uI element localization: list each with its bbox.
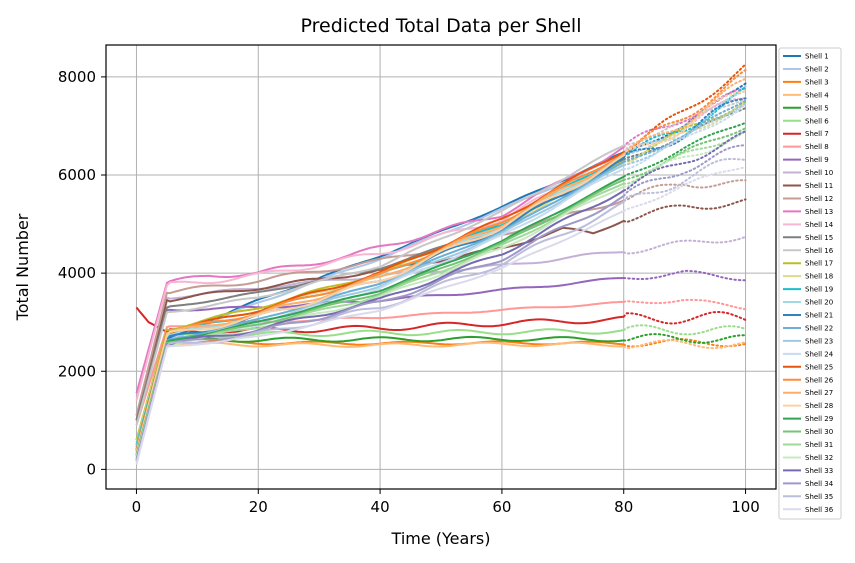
- series-line-predicted: [622, 97, 747, 159]
- series-line-predicted: [622, 90, 747, 157]
- series-line-observed: [135, 189, 625, 460]
- legend-label: Shell 16: [805, 247, 834, 255]
- series-line-observed: [135, 210, 625, 465]
- series-line-predicted: [622, 103, 747, 171]
- series-line-predicted: [622, 144, 747, 197]
- grid: [106, 45, 776, 489]
- legend-label: Shell 8: [805, 143, 829, 151]
- x-tick-label: 20: [249, 498, 268, 516]
- legend-label: Shell 6: [805, 117, 829, 125]
- x-tick-label: 0: [132, 498, 142, 516]
- series-line-predicted: [622, 68, 747, 155]
- legend-label: Shell 20: [805, 299, 833, 307]
- y-tick-label: 4000: [58, 264, 96, 282]
- legend-label: Shell 13: [805, 208, 833, 216]
- series-line-predicted: [622, 166, 747, 213]
- series-line-predicted: [622, 63, 747, 154]
- legend: Shell 1 Shell 2 Shell 3 Shell 4 Shell 5 Shell…: [778, 47, 842, 520]
- series-line-predicted: [622, 333, 747, 344]
- x-tick-label: 60: [492, 498, 511, 516]
- legend-label: Shell 12: [805, 195, 833, 203]
- legend-label: Shell 9: [805, 156, 829, 164]
- legend-label: Shell 3: [805, 78, 829, 86]
- chart-title: Predicted Total Data per Shell: [300, 15, 581, 37]
- y-axis: 0 2000 4000 6000 8000: [58, 68, 106, 478]
- legend-label: Shell 17: [805, 260, 833, 268]
- legend-label: Shell 30: [805, 428, 833, 436]
- legend-label: Shell 34: [805, 480, 834, 488]
- series-line-predicted: [622, 158, 747, 203]
- legend-label: Shell 26: [805, 376, 834, 384]
- legend-label: Shell 18: [805, 273, 833, 281]
- legend-label: Shell 32: [805, 454, 833, 462]
- series-line-observed: [135, 199, 625, 416]
- legend-label: Shell 23: [805, 337, 833, 345]
- legend-label: Shell 21: [805, 312, 833, 320]
- y-tick-label: 8000: [58, 68, 96, 86]
- series-line-observed: [135, 153, 625, 452]
- series-line-predicted: [622, 121, 747, 178]
- legend-label: Shell 27: [805, 389, 833, 397]
- legend-label: Shell 4: [805, 91, 829, 99]
- legend-label: Shell 5: [805, 104, 829, 112]
- legend-label: Shell 35: [805, 493, 833, 501]
- series-line-observed: [135, 195, 625, 461]
- y-tick-label: 2000: [58, 362, 96, 380]
- series-line-predicted: [622, 235, 747, 255]
- legend-label: Shell 2: [805, 65, 829, 73]
- legend-label: Shell 24: [805, 350, 834, 358]
- series-line-predicted: [622, 298, 747, 311]
- series-line-predicted: [622, 130, 747, 192]
- series-line-observed: [135, 328, 624, 446]
- legend-label: Shell 36: [805, 506, 834, 514]
- series-line-predicted: [622, 324, 747, 336]
- y-axis-label: Total Number: [13, 213, 32, 321]
- legend-label: Shell 10: [805, 169, 833, 177]
- legend-label: Shell 7: [805, 130, 829, 138]
- series-line-predicted: [622, 102, 747, 167]
- legend-label: Shell 31: [805, 441, 833, 449]
- series-line-observed: [135, 144, 625, 426]
- legend-label: Shell 1: [805, 53, 829, 61]
- legend-label: Shell 11: [805, 182, 833, 190]
- plot-area: [135, 63, 747, 465]
- legend-label: Shell 33: [805, 467, 833, 475]
- legend-label: Shell 25: [805, 363, 833, 371]
- x-tick-label: 100: [731, 498, 760, 516]
- series-line-predicted: [622, 310, 747, 325]
- y-tick-label: 6000: [58, 166, 96, 184]
- series-line-predicted: [622, 127, 747, 181]
- legend-label: Shell 29: [805, 415, 833, 423]
- legend-label: Shell 28: [805, 402, 833, 410]
- x-axis: 0 20 40 60 80 100: [132, 489, 760, 516]
- legend-box: [778, 47, 842, 520]
- legend-label: Shell 14: [805, 221, 834, 229]
- x-tick-label: 40: [371, 498, 390, 516]
- series-line-predicted: [622, 198, 747, 224]
- x-axis-label: Time (Years): [391, 529, 491, 548]
- y-tick-label: 0: [86, 460, 96, 478]
- series-line-predicted: [622, 87, 747, 149]
- legend-label: Shell 15: [805, 234, 833, 242]
- legend-label: Shell 22: [805, 324, 833, 332]
- series-line-predicted: [622, 269, 747, 282]
- series-line-predicted: [622, 90, 747, 158]
- series-line-predicted: [622, 78, 747, 156]
- series-line-observed: [135, 154, 625, 453]
- legend-label: Shell 19: [805, 286, 833, 294]
- series-line-observed: [135, 151, 625, 401]
- x-tick-label: 80: [614, 498, 633, 516]
- plot-frame: [105, 44, 777, 490]
- series-line-predicted: [622, 339, 747, 350]
